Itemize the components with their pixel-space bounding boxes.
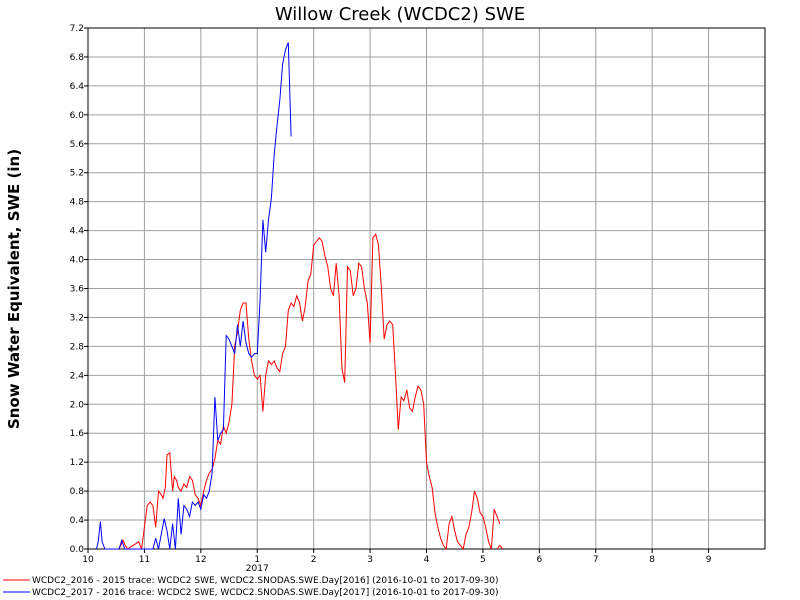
y-tick-label: 1.6 xyxy=(70,429,85,439)
x-tick-label: 3 xyxy=(367,555,373,565)
y-tick-label: 2.0 xyxy=(70,400,85,410)
x-axis-year-label: 2017 xyxy=(246,564,269,574)
y-tick-label: 2.4 xyxy=(70,371,85,381)
y-tick-label: 4.0 xyxy=(70,256,85,266)
x-tick-label: 9 xyxy=(706,555,712,565)
y-tick-label: 3.6 xyxy=(70,285,85,295)
y-tick-label: 6.0 xyxy=(70,111,85,121)
x-tick-label: 1 xyxy=(254,555,260,565)
y-tick-label: 4.4 xyxy=(70,227,85,237)
grid-lines xyxy=(88,28,765,549)
series-line-1-tail xyxy=(496,544,504,550)
y-tick-label: 3.2 xyxy=(70,313,84,323)
x-tick-label: 4 xyxy=(424,555,430,565)
y-tick-label: 5.2 xyxy=(70,169,84,179)
legend-entry-2: WCDC2_2017 - 2016 trace: WCDC2 SWE, WCDC… xyxy=(32,588,499,598)
x-tick-label: 5 xyxy=(480,555,486,565)
x-tick-label: 8 xyxy=(649,555,655,565)
y-axis-label: Snow Water Equivalent, SWE (in) xyxy=(5,149,23,429)
x-tick-label: 7 xyxy=(593,555,599,565)
y-tick-label: 2.8 xyxy=(70,342,85,352)
series-line-1 xyxy=(118,233,501,551)
y-tick-label: 0.0 xyxy=(70,545,85,555)
y-axis-ticks: 0.0 0.4 0.8 1.2 1.6 2.0 2.4 2.8 3.2 3.6 4.0 4.4 4.8 5… xyxy=(70,24,88,555)
chart-title: Willow Creek (WCDC2) SWE xyxy=(275,4,525,25)
legend-entry-1: WCDC2_2016 - 2015 trace: WCDC2 SWE, WCDC… xyxy=(32,576,499,586)
legend: WCDC2_2016 - 2015 trace: WCDC2 SWE, WCDC… xyxy=(3,576,499,598)
x-axis-ticks: 10 11 12 1 2 3 4 5 6 7 8 9 xyxy=(82,549,712,565)
y-tick-label: 6.8 xyxy=(70,53,85,63)
y-tick-label: 5.6 xyxy=(70,140,85,150)
x-tick-label: 6 xyxy=(536,555,542,565)
y-tick-label: 1.2 xyxy=(70,458,84,468)
y-tick-label: 7.2 xyxy=(70,24,84,34)
series-lines xyxy=(96,42,504,551)
x-tick-label: 12 xyxy=(195,555,206,565)
x-tick-label: 10 xyxy=(82,555,94,565)
x-tick-label: 2 xyxy=(311,555,317,565)
series-line-2 xyxy=(96,42,292,550)
y-tick-label: 0.8 xyxy=(70,487,85,497)
y-tick-label: 6.4 xyxy=(70,82,85,92)
y-tick-label: 0.4 xyxy=(70,516,85,526)
x-tick-label: 11 xyxy=(139,555,150,565)
y-tick-label: 4.8 xyxy=(70,198,85,208)
